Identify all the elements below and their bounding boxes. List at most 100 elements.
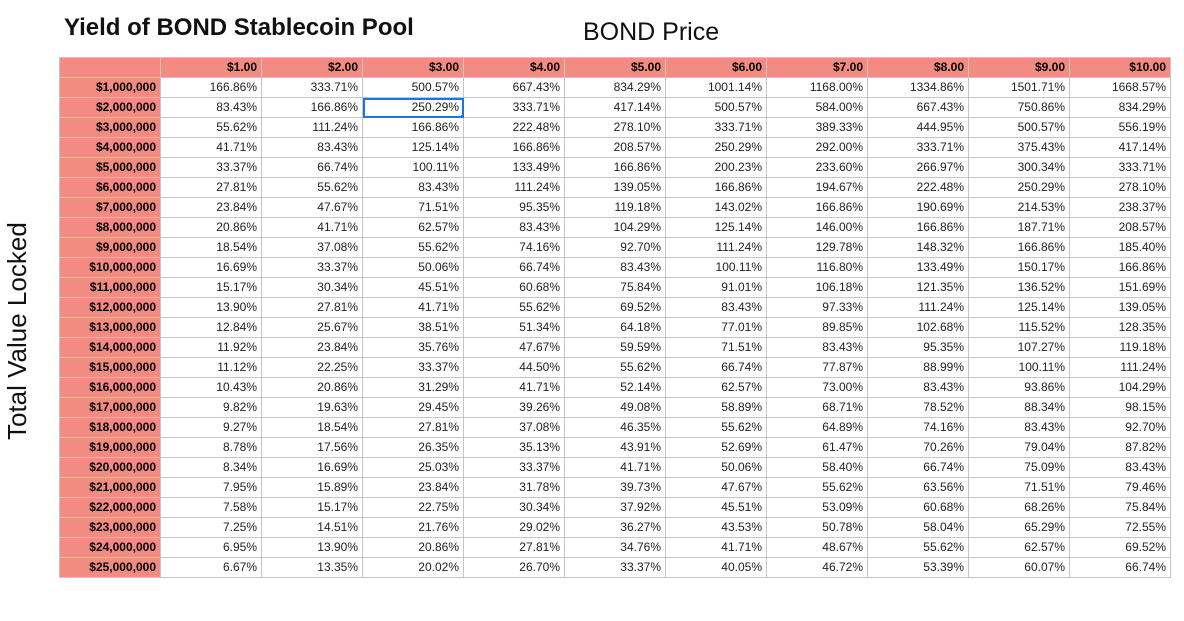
yield-cell[interactable]: 7.95%	[160, 477, 262, 498]
yield-cell[interactable]: 98.15%	[1069, 397, 1171, 418]
yield-cell[interactable]: 333.71%	[261, 77, 363, 98]
yield-cell[interactable]: 83.43%	[463, 217, 565, 238]
yield-cell[interactable]: 16.69%	[261, 457, 363, 478]
yield-cell[interactable]: 266.97%	[867, 157, 969, 178]
yield-cell[interactable]: 39.26%	[463, 397, 565, 418]
yield-cell[interactable]: 52.14%	[564, 377, 666, 398]
yield-cell[interactable]: 6.95%	[160, 537, 262, 558]
yield-cell[interactable]: 92.70%	[1069, 417, 1171, 438]
yield-cell[interactable]: 166.86%	[261, 97, 363, 118]
yield-cell[interactable]: 834.29%	[1069, 97, 1171, 118]
yield-cell[interactable]: 166.86%	[1069, 257, 1171, 278]
corner-cell[interactable]	[59, 57, 161, 78]
yield-cell[interactable]: 49.08%	[564, 397, 666, 418]
yield-cell[interactable]: 45.51%	[665, 497, 767, 518]
yield-cell[interactable]: 375.43%	[968, 137, 1070, 158]
yield-cell[interactable]: 29.45%	[362, 397, 464, 418]
yield-cell[interactable]: 27.81%	[261, 297, 363, 318]
row-header[interactable]: $19,000,000	[59, 437, 161, 458]
yield-cell[interactable]: 51.34%	[463, 317, 565, 338]
yield-cell[interactable]: 33.37%	[564, 557, 666, 578]
yield-cell[interactable]: 41.71%	[665, 537, 767, 558]
row-header[interactable]: $6,000,000	[59, 177, 161, 198]
yield-cell[interactable]: 35.76%	[362, 337, 464, 358]
yield-cell[interactable]: 22.25%	[261, 357, 363, 378]
column-header[interactable]: $9.00	[968, 57, 1070, 78]
yield-cell[interactable]: 26.70%	[463, 557, 565, 578]
yield-cell[interactable]: 125.14%	[362, 137, 464, 158]
yield-cell[interactable]: 333.71%	[463, 97, 565, 118]
column-header[interactable]: $7.00	[766, 57, 868, 78]
yield-cell[interactable]: 18.54%	[160, 237, 262, 258]
yield-cell[interactable]: 119.18%	[564, 197, 666, 218]
yield-cell[interactable]: 88.99%	[867, 357, 969, 378]
yield-cell[interactable]: 116.80%	[766, 257, 868, 278]
yield-cell[interactable]: 107.27%	[968, 337, 1070, 358]
yield-cell[interactable]: 136.52%	[968, 277, 1070, 298]
yield-cell[interactable]: 150.17%	[968, 257, 1070, 278]
yield-cell[interactable]: 68.26%	[968, 497, 1070, 518]
yield-cell[interactable]: 21.76%	[362, 517, 464, 538]
yield-cell[interactable]: 25.67%	[261, 317, 363, 338]
yield-cell[interactable]: 79.04%	[968, 437, 1070, 458]
yield-cell[interactable]: 333.71%	[665, 117, 767, 138]
yield-cell[interactable]: 444.95%	[867, 117, 969, 138]
yield-cell[interactable]: 83.43%	[160, 97, 262, 118]
yield-cell[interactable]: 187.71%	[968, 217, 1070, 238]
yield-cell[interactable]: 111.24%	[665, 237, 767, 258]
yield-cell[interactable]: 33.37%	[160, 157, 262, 178]
yield-cell[interactable]: 11.12%	[160, 357, 262, 378]
yield-cell[interactable]: 26.35%	[362, 437, 464, 458]
yield-cell[interactable]: 15.89%	[261, 477, 363, 498]
yield-cell[interactable]: 500.57%	[362, 77, 464, 98]
yield-cell[interactable]: 35.13%	[463, 437, 565, 458]
yield-cell[interactable]: 25.03%	[362, 457, 464, 478]
column-header[interactable]: $4.00	[463, 57, 565, 78]
yield-cell[interactable]: 52.69%	[665, 437, 767, 458]
yield-cell[interactable]: 1168.00%	[766, 77, 868, 98]
column-header[interactable]: $2.00	[261, 57, 363, 78]
yield-cell[interactable]: 27.81%	[463, 537, 565, 558]
yield-cell[interactable]: 166.86%	[160, 77, 262, 98]
yield-cell[interactable]: 77.01%	[665, 317, 767, 338]
yield-cell[interactable]: 106.18%	[766, 277, 868, 298]
row-header[interactable]: $14,000,000	[59, 337, 161, 358]
yield-cell[interactable]: 37.08%	[261, 237, 363, 258]
yield-cell[interactable]: 250.29%	[968, 177, 1070, 198]
yield-cell[interactable]: 151.69%	[1069, 277, 1171, 298]
yield-cell[interactable]: 100.11%	[968, 357, 1070, 378]
yield-cell[interactable]: 200.23%	[665, 157, 767, 178]
yield-cell[interactable]: 88.34%	[968, 397, 1070, 418]
row-header[interactable]: $17,000,000	[59, 397, 161, 418]
yield-cell[interactable]: 1334.86%	[867, 77, 969, 98]
yield-cell[interactable]: 23.84%	[160, 197, 262, 218]
yield-cell[interactable]: 74.16%	[867, 417, 969, 438]
yield-cell[interactable]: 53.09%	[766, 497, 868, 518]
yield-cell[interactable]: 129.78%	[766, 237, 868, 258]
yield-cell[interactable]: 62.57%	[362, 217, 464, 238]
yield-cell[interactable]: 66.74%	[463, 257, 565, 278]
yield-cell[interactable]: 69.52%	[1069, 537, 1171, 558]
yield-cell[interactable]: 37.92%	[564, 497, 666, 518]
row-header[interactable]: $21,000,000	[59, 477, 161, 498]
yield-cell[interactable]: 83.43%	[1069, 457, 1171, 478]
yield-cell[interactable]: 1001.14%	[665, 77, 767, 98]
yield-cell[interactable]: 834.29%	[564, 77, 666, 98]
yield-cell[interactable]: 214.53%	[968, 197, 1070, 218]
yield-cell[interactable]: 83.43%	[362, 177, 464, 198]
yield-cell[interactable]: 300.34%	[968, 157, 1070, 178]
yield-cell[interactable]: 83.43%	[665, 297, 767, 318]
yield-cell[interactable]: 23.84%	[362, 477, 464, 498]
yield-cell[interactable]: 143.02%	[665, 197, 767, 218]
yield-cell[interactable]: 66.74%	[261, 157, 363, 178]
yield-cell[interactable]: 66.74%	[665, 357, 767, 378]
yield-cell[interactable]: 115.52%	[968, 317, 1070, 338]
yield-cell[interactable]: 92.70%	[564, 237, 666, 258]
yield-cell[interactable]: 111.24%	[261, 117, 363, 138]
row-header[interactable]: $18,000,000	[59, 417, 161, 438]
yield-cell[interactable]: 7.58%	[160, 497, 262, 518]
row-header[interactable]: $15,000,000	[59, 357, 161, 378]
yield-cell[interactable]: 59.59%	[564, 337, 666, 358]
yield-cell[interactable]: 250.29%	[665, 137, 767, 158]
row-header[interactable]: $13,000,000	[59, 317, 161, 338]
